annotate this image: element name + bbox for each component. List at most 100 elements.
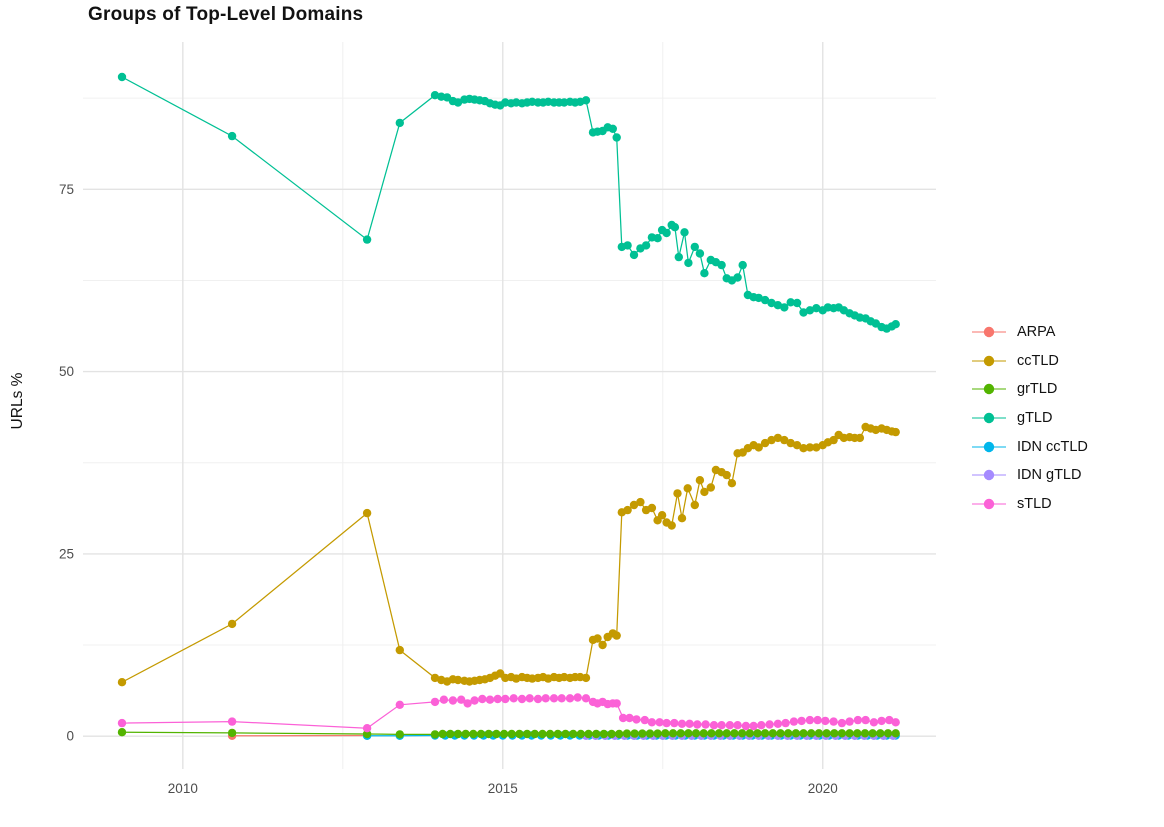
data-point: [813, 715, 822, 725]
data-point: [645, 729, 655, 738]
data-point: [776, 729, 785, 738]
data-point: [754, 293, 763, 303]
data-point: [812, 443, 821, 452]
data-point: [699, 729, 708, 738]
data-point: [538, 729, 547, 739]
legend-label: ARPA: [1017, 324, 1056, 341]
data-point: [507, 729, 516, 739]
data-point: [701, 720, 710, 729]
data-point: [641, 241, 651, 250]
data-point: [683, 484, 692, 493]
data-point: [607, 729, 616, 739]
data-point: [891, 718, 900, 727]
data-point: [805, 715, 815, 725]
data-point: [700, 269, 709, 278]
y-axis-title: URLs %: [9, 372, 26, 430]
data-point: [700, 487, 709, 497]
data-point: [629, 250, 639, 260]
data-point: [509, 694, 518, 703]
data-point: [453, 98, 463, 107]
data-point: [545, 729, 555, 739]
y-tick-label: 75: [59, 182, 74, 197]
data-point: [485, 695, 495, 704]
data-point: [722, 470, 731, 480]
data-point: [745, 729, 754, 738]
legend-key-dot: [983, 412, 995, 424]
legend-key-dot: [983, 355, 995, 367]
data-point: [792, 441, 802, 450]
data-point: [522, 729, 532, 739]
data-point: [478, 694, 487, 704]
legend-key-icon: [972, 498, 1006, 510]
data-point: [530, 729, 539, 739]
data-point: [677, 719, 687, 728]
data-point: [845, 729, 854, 738]
data-point: [677, 514, 687, 523]
data-point: [877, 716, 886, 726]
data-point: [860, 729, 870, 738]
data-point: [581, 694, 591, 703]
data-point: [484, 729, 493, 739]
data-point: [676, 729, 685, 738]
legend: ARPA ccTLD grTLD gTLD IDN ccTLD IDN gTLD…: [970, 318, 1088, 518]
data-point: [657, 511, 667, 520]
data-point: [722, 729, 731, 738]
data-point: [623, 505, 632, 515]
data-point: [695, 476, 705, 485]
data-point: [733, 721, 742, 730]
legend-label: IDN gTLD: [1017, 467, 1082, 484]
data-point: [557, 694, 566, 703]
legend-key-dot: [983, 441, 995, 452]
data-point: [647, 503, 657, 513]
data-point: [362, 235, 372, 244]
data-point: [780, 303, 789, 312]
x-tick-label: 2020: [808, 781, 838, 796]
data-point: [117, 728, 127, 737]
data-point: [517, 694, 527, 704]
data-point: [684, 258, 693, 268]
data-point: [629, 500, 639, 510]
series-line-gtld: [121, 76, 897, 330]
data-point: [438, 729, 447, 739]
data-point: [612, 631, 621, 640]
data-point: [780, 435, 789, 445]
x-tick-label: 2015: [488, 781, 518, 796]
data-point: [553, 729, 562, 739]
data-point: [680, 228, 689, 237]
data-point: [792, 298, 802, 308]
data-point: [636, 497, 645, 507]
data-point: [592, 729, 601, 739]
data-point: [668, 729, 678, 738]
y-tick-label: 0: [66, 729, 74, 744]
data-point: [493, 694, 502, 704]
data-point: [789, 717, 799, 726]
data-point: [227, 717, 237, 726]
data-point: [814, 729, 824, 738]
data-point: [883, 729, 893, 738]
data-point: [533, 694, 543, 704]
data-point: [227, 619, 237, 629]
data-point: [584, 729, 593, 739]
legend-key-dot: [983, 498, 995, 510]
data-point: [625, 713, 634, 723]
data-point: [515, 729, 524, 739]
legend-key-icon: [972, 384, 1006, 395]
data-point: [821, 716, 830, 726]
data-point: [855, 433, 865, 443]
data-point: [768, 729, 777, 738]
data-point: [690, 242, 699, 252]
data-point: [615, 729, 624, 739]
data-point: [640, 715, 649, 725]
data-point: [869, 718, 879, 727]
legend-key-icon: [972, 470, 1006, 481]
data-point: [781, 718, 790, 728]
data-point: [653, 234, 662, 243]
data-point: [891, 320, 900, 329]
data-point: [741, 721, 751, 731]
data-point: [822, 729, 831, 738]
data-point: [805, 443, 815, 452]
chart-title: Groups of Top-Level Domains: [88, 4, 364, 25]
data-point: [612, 133, 621, 142]
data-point: [667, 521, 676, 530]
data-point: [569, 729, 578, 739]
